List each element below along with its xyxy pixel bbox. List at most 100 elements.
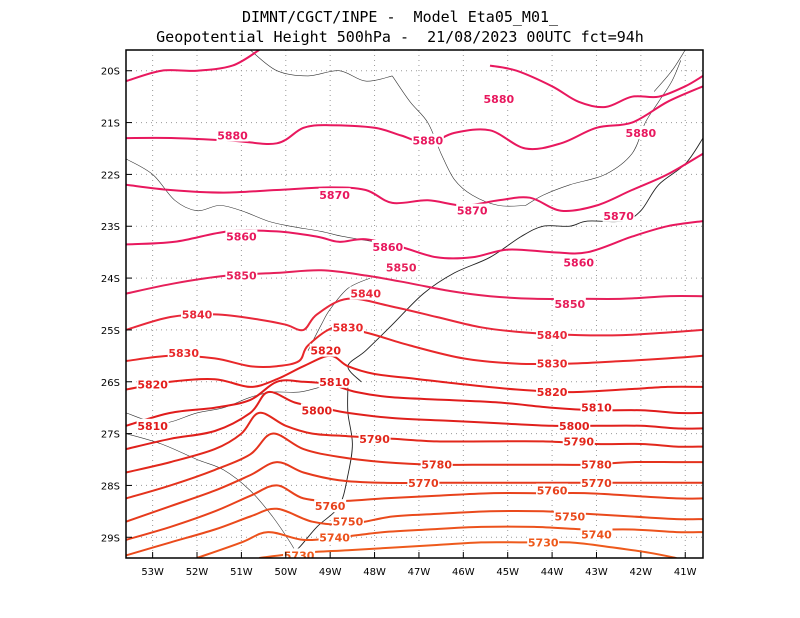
contour-line-5880 — [489, 64, 703, 109]
contour-label-bg — [283, 548, 316, 558]
contour-label: 5770 — [408, 477, 439, 490]
contour-line-5730 — [259, 541, 677, 558]
x-tick-label: 51W — [230, 567, 253, 578]
contour-label-bg — [318, 188, 351, 202]
contour-line-5740 — [196, 525, 703, 558]
contour-label-bg — [349, 286, 382, 300]
x-tick-label: 50W — [274, 567, 297, 578]
y-tick-label: 29S — [101, 533, 120, 544]
contour-labels: 5880 5880 5880 5880 5870 5870 5870 5860 5860 5860… — [136, 92, 657, 558]
contour-label: 5880 — [217, 130, 248, 143]
contour-label-bg — [536, 356, 569, 370]
contour-line-5820 — [126, 354, 703, 394]
contour-label-bg — [624, 125, 657, 139]
x-tick-label: 43W — [585, 567, 608, 578]
axis-ticks: 53W 52W 51W 50W 49W 48W 47W 46W 45W 44W 43W 42W 41W 2… — [101, 67, 697, 578]
contour-label: 5770 — [581, 477, 612, 490]
contour-label: 5820 — [310, 345, 341, 358]
contour-line-5880 — [126, 50, 260, 83]
contour-label-bg — [331, 320, 364, 334]
state-border — [653, 50, 686, 92]
contour-label-bg — [331, 514, 364, 528]
contour-line-5770 — [126, 461, 703, 523]
contour-label: 5850 — [386, 262, 417, 275]
contour-label-bg — [167, 346, 200, 360]
contour-label-bg — [527, 535, 560, 549]
coastline — [347, 137, 703, 383]
contour-label-bg — [225, 268, 258, 282]
contour-label-bg — [536, 328, 569, 342]
y-tick-label: 20S — [101, 67, 120, 78]
contour-label: 5750 — [555, 511, 586, 524]
contour-label: 5860 — [373, 241, 404, 254]
contour-label: 5730 — [528, 536, 559, 549]
contour-label-bg — [580, 527, 613, 541]
state-border — [126, 158, 375, 243]
contour-label-bg — [558, 418, 591, 432]
geography-lines — [126, 50, 703, 558]
contour-label-bg — [562, 255, 595, 269]
x-tick-label: 48W — [363, 567, 386, 578]
contour-label: 5840 — [350, 288, 381, 301]
contour-label-bg — [309, 343, 342, 357]
contour-label-bg — [580, 400, 613, 414]
y-tick-label: 27S — [101, 430, 120, 441]
contour-line-5760 — [126, 484, 703, 541]
contour-line-5870 — [126, 152, 703, 212]
y-tick-label: 21S — [101, 119, 120, 130]
contour-line-5810 — [126, 379, 703, 427]
contour-label: 5740 — [581, 529, 612, 542]
contour-label: 5850 — [555, 298, 586, 311]
contour-label-bg — [553, 509, 586, 523]
contour-label-bg — [300, 403, 333, 417]
contour-label-bg — [536, 483, 569, 497]
state-border — [250, 50, 393, 82]
y-tick-label: 22S — [101, 170, 120, 181]
x-tick-label: 46W — [452, 567, 475, 578]
y-tick-label: 24S — [101, 274, 120, 285]
contour-label-bg — [411, 133, 444, 147]
contour-label: 5840 — [182, 308, 213, 321]
contour-label-bg — [385, 260, 418, 274]
contour-label-bg — [536, 385, 569, 399]
coastline — [285, 386, 353, 558]
contour-label-bg — [456, 203, 489, 217]
contour-label: 5830 — [168, 347, 199, 360]
contour-label-bg — [358, 431, 391, 445]
contour-label-bg — [216, 128, 249, 142]
contour-label-bg — [420, 457, 453, 471]
contour-line-5830 — [126, 325, 703, 369]
contour-label: 5810 — [581, 402, 612, 415]
contour-label-bg — [553, 297, 586, 310]
contour-label-bg — [136, 418, 169, 432]
contour-line-5780 — [126, 432, 703, 500]
contour-label-bg — [181, 307, 214, 321]
contour-label-bg — [482, 92, 515, 106]
contour-label-bg — [407, 475, 440, 489]
contour-label: 5750 — [333, 516, 364, 529]
contour-label: 5800 — [559, 420, 590, 433]
x-tick-label: 44W — [541, 567, 564, 578]
contour-label: 5760 — [315, 500, 346, 513]
x-tick-label: 47W — [408, 567, 431, 578]
state-border — [126, 433, 300, 558]
contour-label-bg — [318, 530, 351, 544]
x-tick-label: 45W — [496, 567, 519, 578]
contour-label: 5830 — [537, 358, 568, 371]
chart-title-line-1: DIMNT/CGCT/INPE - Model Eta05_M01_ — [241, 8, 559, 26]
contour-label: 5780 — [421, 459, 452, 472]
contour-label: 5800 — [302, 404, 333, 417]
contour-label-bg — [136, 377, 169, 391]
x-tick-label: 53W — [141, 567, 164, 578]
contour-label: 5860 — [226, 231, 257, 244]
contour-label-bg — [314, 499, 347, 513]
contour-line-5800 — [126, 390, 703, 451]
contour-label: 5860 — [563, 257, 594, 270]
contour-label: 5870 — [319, 189, 350, 202]
contour-label: 5740 — [319, 531, 350, 544]
contour-line-5840 — [126, 297, 703, 337]
contour-label: 5810 — [319, 376, 350, 389]
contour-label: 5870 — [603, 210, 634, 223]
state-border — [126, 381, 348, 424]
